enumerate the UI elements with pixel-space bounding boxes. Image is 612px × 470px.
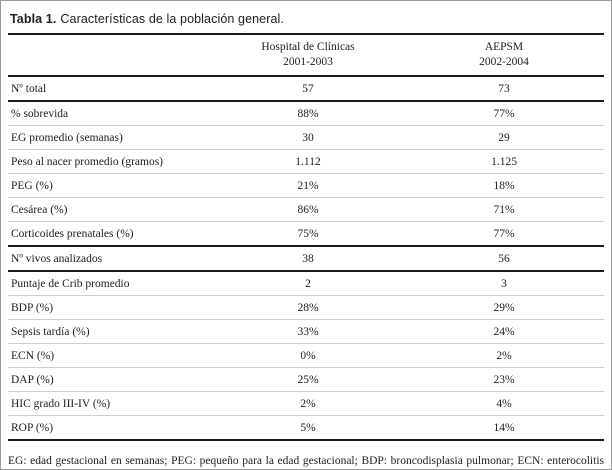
row-label: PEG (%) [11, 179, 53, 192]
row-label: BDP (%) [11, 301, 54, 314]
row-value-hospital: 25% [297, 373, 319, 386]
row-label: Nº vivos analizados [11, 252, 103, 265]
row-value-hospital: 5% [300, 421, 316, 434]
table-row: % sobrevida 88% 77% [8, 102, 604, 126]
row-label: Cesárea (%) [11, 203, 68, 216]
row-value-hospital: 86% [297, 203, 319, 216]
column-header-hospital-name: Hospital de Clínicas [261, 41, 355, 53]
row-label: Peso al nacer promedio (gramos) [11, 155, 164, 168]
row-value-hospital: 2% [300, 397, 316, 410]
row-label: Sepsis tardía (%) [11, 325, 90, 338]
row-value-aepsm: 24% [493, 325, 515, 338]
row-value-aepsm: 23% [493, 373, 515, 386]
table-row: DAP (%) 25% 23% [8, 368, 604, 392]
row-value-aepsm: 1.125 [491, 155, 517, 168]
row-label: DAP (%) [11, 373, 54, 386]
row-value-aepsm: 2% [496, 349, 512, 362]
row-value-hospital: 1.112 [295, 155, 321, 168]
table-row: HIC grado III-IV (%) 2% 4% [8, 392, 604, 416]
row-value-hospital: 33% [297, 325, 319, 338]
row-label: ECN (%) [11, 349, 55, 362]
row-label: EG promedio (semanas) [11, 131, 123, 144]
table-footnote: EG: edad gestacional en semanas; PEG: pe… [8, 453, 604, 469]
row-label: ROP (%) [11, 421, 54, 434]
row-value-hospital: 88% [297, 107, 319, 120]
row-value-aepsm: 71% [493, 203, 515, 216]
row-value-hospital: 28% [297, 301, 319, 314]
column-header-hospital-years: 2001-2003 [283, 56, 333, 68]
table-body: Nº total 57 73 % sobrevida 88% 77% EG pr… [8, 77, 604, 441]
column-header-aepsm-years: 2002-2004 [479, 56, 529, 68]
row-value-hospital: 21% [297, 179, 319, 192]
table-row: ECN (%) 0% 2% [8, 344, 604, 368]
footnote-line-1: EG: edad gestacional en semanas; PEG: pe… [8, 455, 604, 467]
table-row: Corticoides prenatales (%) 75% 77% [8, 222, 604, 247]
column-header-hospital: Hospital de Clínicas 2001-2003 [212, 40, 404, 70]
column-header-aepsm-name: AEPSM [484, 41, 524, 53]
row-value-aepsm: 56 [498, 252, 510, 265]
row-label: % sobrevida [11, 107, 69, 120]
table-caption: Características de la población general. [60, 12, 284, 26]
row-value-aepsm: 73 [498, 82, 510, 95]
row-value-hospital: 75% [297, 227, 319, 240]
table-row: Sepsis tardía (%) 33% 24% [8, 320, 604, 344]
row-value-aepsm: 29% [493, 301, 515, 314]
table-row: ROP (%) 5% 14% [8, 416, 604, 441]
row-value-aepsm: 77% [493, 227, 515, 240]
table-row: Nº total 57 73 [8, 77, 604, 102]
row-value-hospital: 30 [302, 131, 314, 144]
row-value-aepsm: 3 [501, 277, 507, 290]
table-row: Peso al nacer promedio (gramos) 1.112 1.… [8, 150, 604, 174]
row-label: Puntaje de Crib promedio [11, 277, 130, 290]
row-label: Corticoides prenatales (%) [11, 227, 134, 240]
row-value-aepsm: 4% [496, 397, 512, 410]
table-row: PEG (%) 21% 18% [8, 174, 604, 198]
table-row: EG promedio (semanas) 30 29 [8, 126, 604, 150]
row-value-hospital: 0% [300, 349, 316, 362]
table-row: BDP (%) 28% 29% [8, 296, 604, 320]
title-rule [8, 33, 604, 35]
row-value-aepsm: 77% [493, 107, 515, 120]
row-label: HIC grado III-IV (%) [11, 397, 111, 410]
column-header-aepsm: AEPSM 2002-2004 [404, 40, 604, 70]
table-number: Tabla 1. [10, 12, 57, 26]
table-row: Cesárea (%) 86% 71% [8, 198, 604, 222]
row-value-hospital: 38 [302, 252, 314, 265]
row-label: Nº total [11, 82, 47, 95]
table-title: Tabla 1. Características de la población … [10, 12, 604, 26]
table-row: Nº vivos analizados 38 56 [8, 247, 604, 272]
row-value-aepsm: 14% [493, 421, 515, 434]
table-header-row: Hospital de Clínicas 2001-2003 AEPSM 200… [8, 35, 604, 77]
table-row: Puntaje de Crib promedio 2 3 [8, 272, 604, 296]
row-value-aepsm: 29 [498, 131, 510, 144]
row-value-hospital: 57 [302, 82, 314, 95]
row-value-hospital: 2 [305, 277, 311, 290]
row-value-aepsm: 18% [493, 179, 515, 192]
